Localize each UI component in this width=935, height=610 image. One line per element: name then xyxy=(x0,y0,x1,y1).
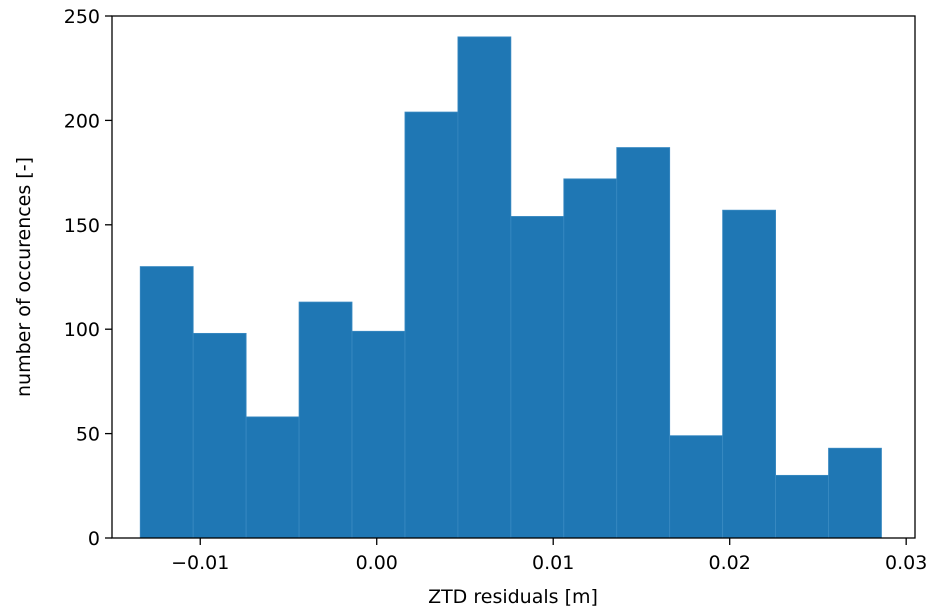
bars-group xyxy=(139,36,882,539)
y-tick-label: 50 xyxy=(76,424,100,446)
x-tick-label: 0.00 xyxy=(356,552,398,574)
histogram-bar xyxy=(245,416,300,539)
y-tick-label: 0 xyxy=(88,528,100,550)
histogram-bar xyxy=(404,111,459,539)
y-axis-title: number of occurences [-] xyxy=(13,157,35,397)
histogram-bar xyxy=(510,216,565,539)
histogram-bar xyxy=(457,36,512,539)
histogram-bar xyxy=(351,330,406,539)
histogram-bar xyxy=(775,474,829,539)
histogram-bar xyxy=(563,178,618,539)
histogram-bar xyxy=(192,332,247,539)
plot-frame xyxy=(111,15,916,539)
y-tick-label: 200 xyxy=(64,110,100,132)
x-ticks-group: −0.01 0.00 0.01 0.02 0.03 xyxy=(171,538,927,574)
x-tick-label: 0.03 xyxy=(885,552,927,574)
histogram-bar xyxy=(298,301,353,539)
x-axis-title: ZTD residuals [m] xyxy=(428,586,598,608)
histogram-bar xyxy=(669,435,724,539)
histogram-bar xyxy=(722,209,776,539)
y-tick-label: 250 xyxy=(64,6,100,28)
x-tick-label: 0.02 xyxy=(709,552,751,574)
y-tick-label: 150 xyxy=(64,215,100,237)
x-tick-label: 0.01 xyxy=(532,552,574,574)
histogram-bar xyxy=(828,447,882,539)
y-ticks-group: 0 50 100 150 200 250 xyxy=(64,6,112,550)
y-tick-label: 100 xyxy=(64,319,100,341)
histogram-bar xyxy=(616,147,671,539)
histogram-bar xyxy=(139,266,194,539)
x-tick-label: −0.01 xyxy=(171,552,229,574)
